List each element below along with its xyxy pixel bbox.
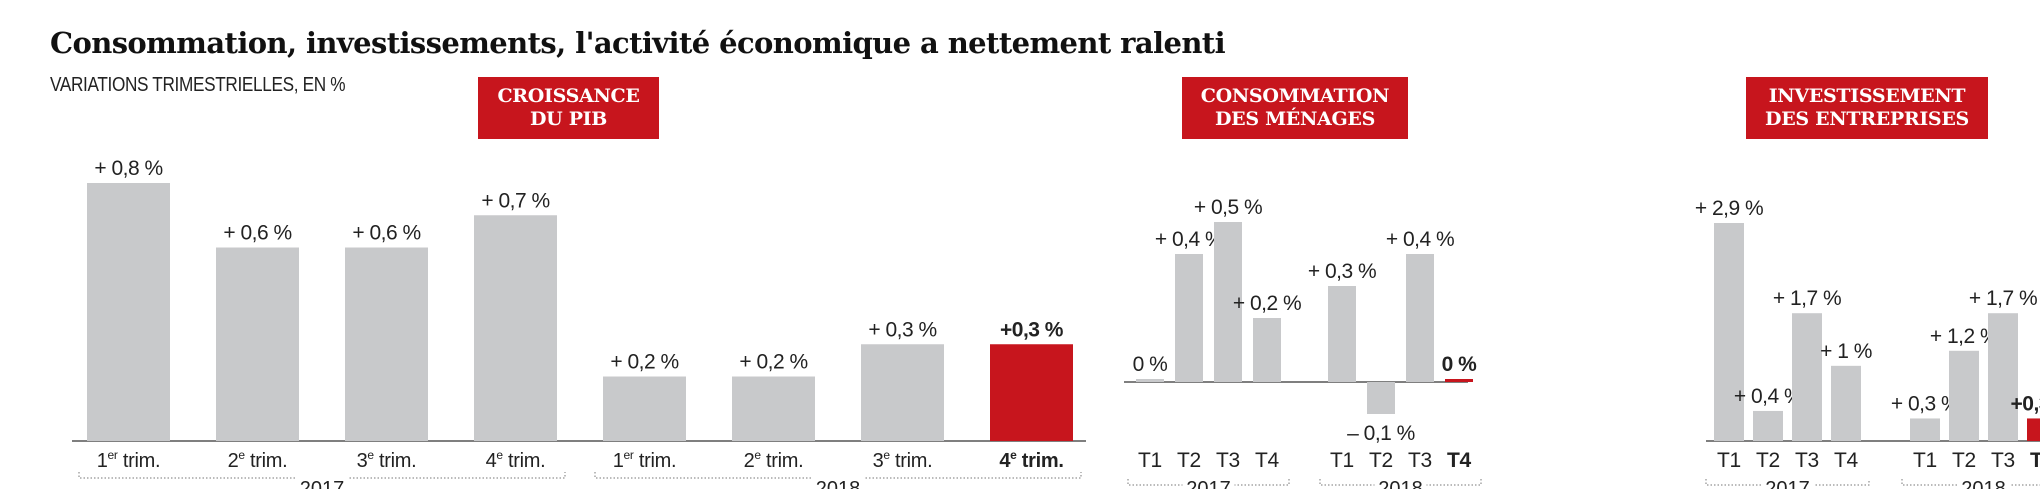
gdp-bar-8	[990, 344, 1073, 441]
gdp-value-label-5: + 0,2 %	[610, 351, 678, 374]
consumption-tick-label-8: T4	[1447, 449, 1472, 472]
gdp-tick-label-3: 3e trim.	[357, 448, 417, 472]
consumption-bar-8	[1445, 379, 1473, 382]
investment-value-label-1: + 2,9 %	[1695, 197, 1763, 220]
gdp-tick-label-8: 4e trim.	[999, 448, 1063, 472]
consumption-year-label-bg-1	[1182, 483, 1235, 489]
investment-tick-label-1: T1	[1717, 449, 1741, 472]
investment-year-label-1: 2017	[1765, 478, 1810, 489]
consumption-bar-7	[1406, 254, 1434, 382]
gdp-bar-4	[474, 215, 557, 441]
gdp-bar-3	[345, 247, 428, 441]
consumption-bar-4	[1253, 318, 1281, 382]
consumption-value-label-7: + 0,4 %	[1386, 228, 1454, 251]
gdp-value-label-7: + 0,3 %	[868, 318, 936, 341]
investment-tick-label-6: T2	[1952, 449, 1976, 472]
consumption-tick-label-6: T2	[1369, 449, 1393, 472]
gdp-year-label-2: 2018	[816, 478, 861, 489]
panel-label-investment: INVESTISSEMENT DES ENTREPRISES	[1746, 77, 1988, 139]
investment-tick-label-3: T3	[1795, 449, 1819, 472]
gdp-bar-5	[603, 376, 686, 441]
consumption-bar-6	[1367, 382, 1395, 414]
investment-bar-2	[1753, 410, 1783, 441]
gdp-tick-label-4: 4e trim.	[486, 448, 546, 472]
gdp-value-label-1: + 0,8 %	[94, 157, 162, 180]
gdp-year-label-1: 2017	[300, 478, 345, 489]
gdp-bar-1	[87, 183, 170, 441]
panel-label-gdp-line-1: CROISSANCE	[497, 85, 640, 107]
consumption-value-label-5: + 0,3 %	[1308, 260, 1376, 283]
consumption-value-label-2: + 0,4 %	[1155, 228, 1223, 251]
panel-label-consumption: CONSOMMATION DES MÉNAGES	[1182, 77, 1408, 139]
consumption-bar-3	[1214, 222, 1242, 382]
gdp-year-label-bg-1	[296, 476, 348, 488]
consumption-year-label-2: 2018	[1378, 478, 1423, 489]
gdp-value-label-4: + 0,7 %	[481, 189, 549, 212]
consumption-value-label-1: 0 %	[1133, 353, 1168, 376]
gdp-value-label-3: + 0,6 %	[352, 222, 420, 245]
consumption-bar-1	[1136, 379, 1164, 382]
investment-value-label-5: + 0,3 %	[1891, 392, 1959, 415]
investment-value-label-4: + 1 %	[1820, 340, 1872, 363]
investment-year-label-bg-1	[1761, 483, 1814, 489]
consumption-tick-label-7: T3	[1408, 449, 1432, 472]
consumption-value-label-4: + 0,2 %	[1233, 292, 1301, 315]
consumption-value-label-8: 0 %	[1442, 353, 1478, 376]
gdp-tick-label-2: 2e trim.	[228, 448, 288, 472]
investment-tick-label-7: T3	[1991, 449, 2015, 472]
consumption-value-label-3: + 0,5 %	[1194, 196, 1262, 219]
consumption-bar-2	[1175, 254, 1203, 382]
consumption-tick-label-3: T3	[1216, 449, 1240, 472]
investment-bar-6	[1949, 350, 1979, 441]
investment-year-label-2: 2018	[1961, 478, 2006, 489]
investment-value-label-7: + 1,7 %	[1969, 287, 2037, 310]
consumption-bar-5	[1328, 286, 1356, 382]
gdp-bar-6	[732, 376, 815, 441]
investment-tick-label-4: T4	[1834, 449, 1859, 472]
investment-bar-7	[1988, 313, 2018, 441]
consumption-tick-label-4: T4	[1255, 449, 1280, 472]
investment-tick-label-5: T1	[1913, 449, 1937, 472]
investment-bar-5	[1910, 418, 1940, 441]
consumption-value-label-6: – 0,1 %	[1347, 422, 1415, 445]
gdp-tick-label-1: 1er trim.	[97, 448, 161, 472]
panel-label-gdp-line-2: DU PIB	[529, 108, 608, 130]
investment-bar-4	[1831, 365, 1861, 441]
investment-value-label-6: + 1,2 %	[1930, 325, 1998, 348]
investment-bar-1	[1714, 223, 1744, 441]
consumption-tick-label-1: T1	[1138, 449, 1162, 472]
chart-title: Consommation, investissements, l'activit…	[50, 26, 1226, 60]
gdp-year-label-bg-2	[812, 476, 864, 488]
investment-tick-label-2: T2	[1756, 449, 1780, 472]
investment-value-label-3: + 1,7 %	[1773, 287, 1841, 310]
gdp-bar-2	[216, 247, 299, 441]
investment-value-label-8: +0,3 %	[2011, 392, 2040, 415]
gdp-tick-label-6: 2e trim.	[744, 448, 804, 472]
panel-label-gdp: CROISSANCE DU PIB	[478, 77, 659, 139]
panel-label-investment-line-2: DES ENTREPRISES	[1765, 108, 1969, 130]
gdp-value-label-2: + 0,6 %	[223, 222, 291, 245]
investment-bar-8	[2027, 418, 2040, 441]
investment-value-label-2: + 0,4 %	[1734, 385, 1802, 408]
investment-bar-3	[1792, 313, 1822, 441]
consumption-tick-label-2: T2	[1177, 449, 1201, 472]
chart-subtitle: VARIATIONS TRIMESTRIELLES, EN %	[50, 74, 346, 96]
gdp-tick-label-7: 3e trim.	[873, 448, 933, 472]
panel-label-consumption-line-2: DES MÉNAGES	[1214, 108, 1376, 130]
investment-tick-label-8: T4	[2030, 449, 2040, 472]
consumption-year-label-1: 2017	[1186, 478, 1231, 489]
consumption-tick-label-5: T1	[1330, 449, 1354, 472]
panel-label-consumption-line-1: CONSOMMATION	[1200, 85, 1390, 107]
panel-label-investment-line-1: INVESTISSEMENT	[1768, 85, 1966, 107]
consumption-year-label-bg-2	[1374, 483, 1427, 489]
gdp-value-label-6: + 0,2 %	[739, 351, 807, 374]
gdp-bar-7	[861, 344, 944, 441]
gdp-value-label-8: +0,3 %	[1000, 318, 1064, 341]
gdp-tick-label-5: 1er trim.	[613, 448, 677, 472]
investment-year-label-bg-2	[1957, 483, 2010, 489]
